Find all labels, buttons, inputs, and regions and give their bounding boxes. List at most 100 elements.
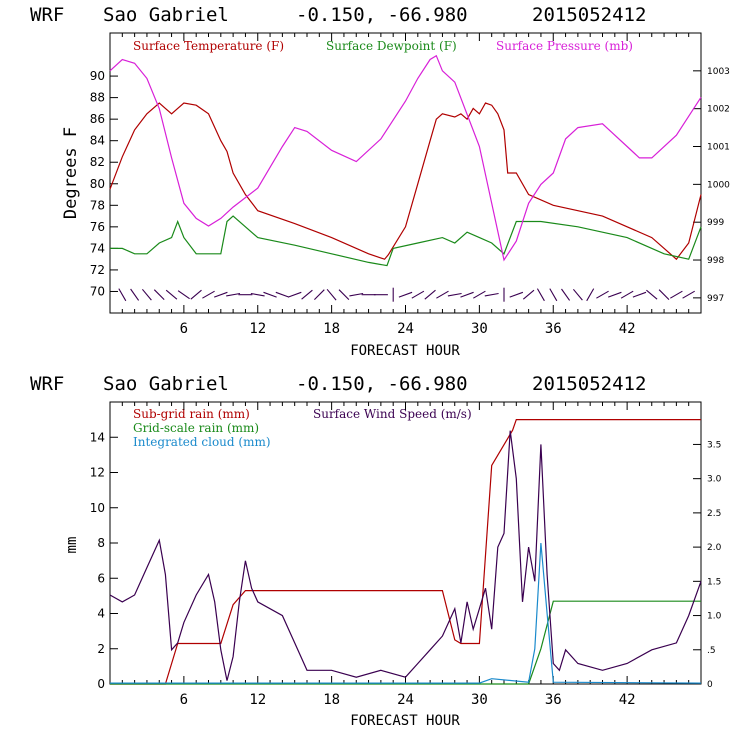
panel2-y-tick-label: 4 — [97, 607, 105, 621]
panel1-y2-tick-label: 998 — [707, 256, 724, 266]
panel1-series-surface-dewpoint-f — [110, 215, 702, 267]
panel1-wind-barb — [561, 288, 571, 301]
panel2-y-tick-label: 6 — [97, 571, 105, 585]
panel2-series-grid-scale-rain-mm — [110, 600, 701, 685]
panel2-y2-tick-label: 2.0 — [707, 543, 722, 553]
panel1-y-tick-label: 76 — [90, 220, 105, 234]
panel1-y-axis-label: Degrees F — [61, 127, 81, 219]
panel2-title-run: 2015052412 — [532, 373, 646, 395]
panel1-wind-barb — [509, 291, 524, 298]
panel1-legend-temperature: Surface Temperature (F) — [133, 39, 284, 53]
panel2-series-sub-grid-rain-mm — [110, 419, 701, 685]
panel1-x-tick-label: 6 — [180, 321, 188, 337]
panel2-y-tick-label: 8 — [97, 536, 105, 550]
panel2-title-coords: -0.150, -66.980 — [296, 373, 468, 395]
panel1-wind-barb — [214, 291, 228, 298]
panel2-legend-wind-speed: Surface Wind Speed (m/s) — [313, 407, 472, 421]
panel1-wind-barb — [153, 289, 165, 300]
panel1-wind-barb — [338, 289, 350, 300]
panel1-wind-barb — [658, 289, 670, 300]
panel1-wind-barb — [447, 292, 462, 297]
panel2-x-tick-label: 30 — [471, 692, 488, 708]
panel2-legend-gridscale-rain: Grid-scale rain (mm) — [133, 421, 259, 435]
panel1-y-tick-label: 78 — [90, 198, 105, 212]
panel1-y2-tick-label: 1001 — [707, 143, 730, 153]
panel1-wind-barb — [177, 290, 190, 300]
panel2-y-tick-label: 0 — [97, 677, 105, 691]
panel2-x-tick-label: 24 — [397, 692, 414, 708]
panel2-precip-chart: Sub-grid rain (mm) Surface Wind Speed (m… — [64, 401, 722, 729]
panel2-x-tick-label: 18 — [323, 692, 340, 708]
panel1-series-surface-temperature-f — [109, 102, 702, 261]
panel1-y2-tick-label: 1003 — [707, 67, 730, 77]
panel1-title-coords: -0.150, -66.980 — [296, 4, 468, 26]
panel1-y-tick-label: 86 — [90, 112, 105, 126]
panel1-x-tick-label: 18 — [323, 321, 340, 337]
panel1-wind-barb — [226, 292, 241, 297]
panel2-x-tick-label: 42 — [619, 692, 636, 708]
panel1-legend-dewpoint: Surface Dewpoint (F) — [326, 39, 457, 53]
panel1-y2-tick-label: 1002 — [707, 105, 730, 115]
panel1-wind-barb — [398, 291, 413, 298]
panel1-wind-barb — [460, 291, 474, 298]
panel2-y2-tick-label: 3.0 — [707, 475, 722, 485]
panel1-wind-barb — [670, 290, 683, 299]
panel2-x-axis-label: FORECAST HOUR — [350, 713, 460, 729]
panel2-y2-tick-label: 1.0 — [707, 612, 722, 622]
panel1-x-axis-label: FORECAST HOUR — [350, 343, 460, 359]
panel1-wind-barb — [190, 289, 202, 300]
panel1-y-tick-label: 90 — [90, 69, 105, 83]
panel1-wind-barb — [287, 291, 302, 298]
panel1-y-tick-label: 82 — [90, 155, 105, 169]
panel1-wind-barb — [484, 292, 499, 297]
panel1-wind-barb — [646, 289, 658, 300]
panel1-wind-barb — [202, 290, 215, 299]
panel2-series-surface-wind-speed-m-s — [109, 430, 702, 681]
panel1-wind-barb — [682, 290, 695, 299]
panel2-y2-tick-label: .5 — [707, 646, 716, 656]
panel1-wind-barb — [141, 288, 152, 301]
panel1-series-surface-pressure-mb — [109, 54, 702, 262]
panel2-x-tick-label: 36 — [545, 692, 562, 708]
panel1-wind-barb — [250, 292, 265, 297]
panel1-y-tick-label: 74 — [90, 241, 105, 255]
panel1-wind-barb — [424, 289, 436, 300]
panel1-wind-barb — [130, 288, 140, 301]
panel1-wind-barb — [436, 290, 449, 299]
panel1-wind-barb — [473, 290, 486, 299]
panel2-y2-tick-label: 3.5 — [707, 440, 721, 450]
panel1-wind-barb — [620, 290, 634, 299]
panel1-title-run: 2015052412 — [532, 4, 646, 26]
panel2-y-tick-label: 2 — [97, 642, 105, 656]
panel2-legend-subgrid-rain: Sub-grid rain (mm) — [133, 407, 250, 421]
panel1-title-location: Sao Gabriel — [103, 4, 229, 26]
panel1-wind-barb — [349, 292, 364, 297]
panel1-wind-barb — [596, 290, 609, 299]
panel2-y2-tick-label: 1.5 — [707, 577, 721, 587]
panel1-x-tick-label: 30 — [471, 321, 488, 337]
panel2-y2-tick-label: 0 — [707, 680, 713, 690]
panel2-x-tick-label: 6 — [180, 692, 188, 708]
panel1-wind-barb — [608, 291, 622, 298]
panel2-y2-tick-label: 2.5 — [707, 509, 721, 519]
panel1-wind-barb — [275, 291, 290, 298]
panel1-wind-barb — [549, 288, 558, 302]
panel1-wind-barb — [314, 289, 325, 300]
panel1-x-tick-label: 36 — [545, 321, 562, 337]
panel1-y2-tick-label: 997 — [707, 294, 724, 304]
panel1-legend-pressure: Surface Pressure (mb) — [496, 39, 633, 53]
panel2-legend-integrated-cloud: Integrated cloud (mm) — [133, 435, 271, 449]
panel1-x-tick-label: 12 — [249, 321, 266, 337]
panel1-plot-frame — [109, 32, 702, 314]
panel1-wind-barb — [301, 289, 313, 300]
panel2-x-tick-label: 12 — [249, 692, 266, 708]
panel1-wind-barb — [326, 288, 337, 301]
panel1-x-tick-label: 42 — [619, 321, 636, 337]
panel1-wind-barb — [586, 288, 595, 302]
panel1-y-tick-label: 72 — [90, 263, 105, 277]
panel1-x-tick-label: 24 — [397, 321, 414, 337]
panel1-wind-barb — [263, 291, 277, 298]
panel2-y-tick-label: 12 — [90, 466, 105, 480]
panel2-title-model: WRF — [30, 373, 64, 395]
